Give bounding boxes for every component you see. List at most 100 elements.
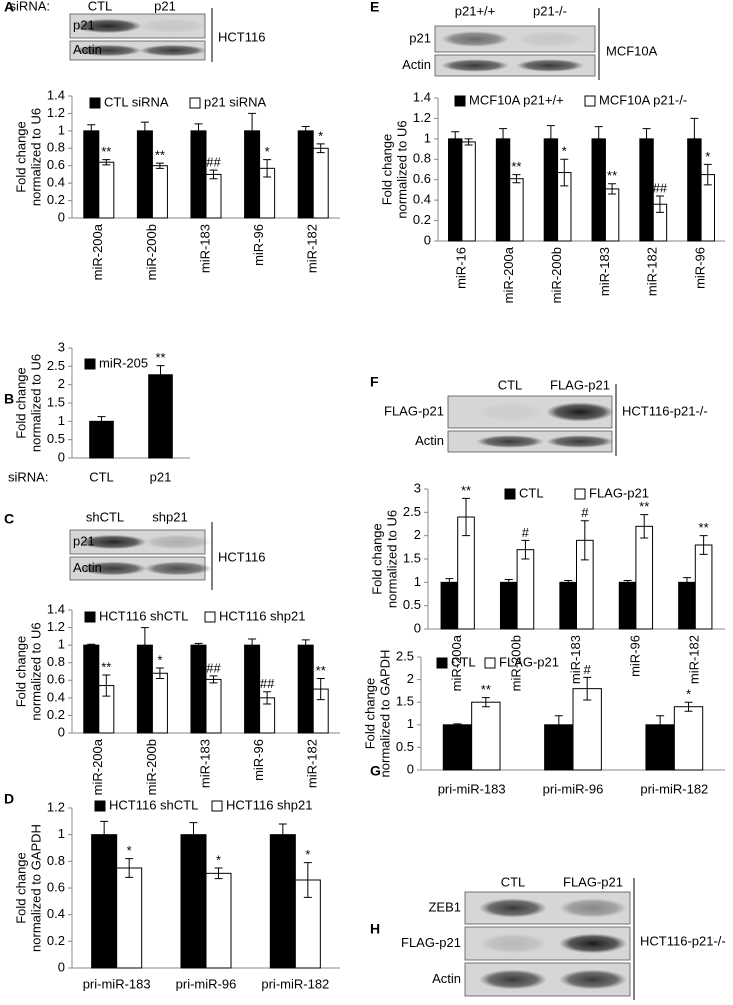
error-bar: [140, 627, 149, 664]
error-bar: [699, 535, 708, 555]
bar: [83, 130, 100, 219]
y-tick-label: 0: [414, 620, 421, 635]
legend-swatch: [574, 488, 586, 500]
x-tick-label: pri-miR-96: [543, 781, 604, 796]
legend-swatch: [484, 657, 496, 669]
error-bar: [125, 858, 134, 878]
significance: **: [155, 148, 165, 163]
y-axis-label: Fold change: [369, 523, 384, 595]
blot-band: [74, 44, 142, 57]
x-tick-label: pri-miR-183: [438, 781, 506, 796]
legend-swatch: [504, 488, 516, 500]
y-tick-label: 0.5: [47, 431, 65, 446]
lane-label: FLAG-p21: [550, 377, 610, 392]
error-bar: [194, 123, 203, 139]
bar: [461, 141, 476, 242]
lane-label: FLAG-p21: [563, 874, 623, 889]
x-tick-label: miR-183: [568, 635, 583, 684]
error-bar: [445, 578, 454, 587]
bar: [499, 581, 518, 630]
x-tick-label: miR-200a: [90, 738, 105, 795]
error-bar: [155, 162, 164, 169]
x-tick-label: miR-96: [693, 247, 708, 289]
lane-label: CTL: [501, 874, 526, 889]
y-tick-label: 0.6: [47, 672, 65, 687]
x-tick-label: miR-200b: [509, 635, 524, 691]
legend-label: MCF10A p21-/-: [599, 92, 687, 107]
bar: [604, 188, 620, 242]
legend-swatch: [454, 95, 466, 107]
y-axis-label: Fold change: [379, 134, 394, 206]
y-tick-label: 0.6: [413, 171, 431, 186]
error-bar: [87, 643, 96, 647]
blot-band: [476, 402, 544, 422]
x-tick-label: pri-miR-96: [176, 976, 237, 991]
significance: **: [101, 659, 111, 674]
blot-band: [479, 969, 547, 990]
error-bar: [583, 676, 592, 701]
cell-line: HCT116-p21-/-: [622, 403, 708, 418]
x-axis-label: siRNA:: [8, 469, 48, 484]
y-axis-label: normalized to U6: [394, 120, 409, 218]
legend-label: HCT116 shp21: [226, 797, 312, 812]
bar: [116, 867, 143, 969]
cell-line: HCT116: [218, 29, 265, 44]
blot-band: [476, 435, 544, 448]
error-bar: [684, 701, 693, 712]
blot-band: [144, 561, 212, 576]
bar: [559, 581, 577, 630]
blot-band: [144, 534, 212, 550]
significance: **: [511, 159, 521, 174]
significance: #: [584, 662, 592, 677]
significance: *: [157, 652, 162, 667]
y-axis-label: Fold change: [13, 367, 28, 439]
x-tick-label: miR-96: [627, 635, 642, 677]
error-bar: [608, 183, 617, 195]
bar: [148, 374, 173, 459]
error-bar: [464, 138, 473, 146]
bar: [635, 525, 654, 630]
error-bar: [248, 112, 257, 149]
lane-label: CTL: [498, 377, 523, 392]
bar: [151, 672, 168, 734]
error-bar: [263, 159, 272, 178]
y-tick-label: 0.8: [47, 853, 65, 868]
legend-swatch: [189, 97, 201, 109]
significance: **: [101, 144, 111, 159]
row-label: Actin: [415, 433, 444, 448]
y-axis-label: Fold change: [13, 636, 28, 708]
blot-band: [479, 898, 547, 918]
y-axis-label: normalized to U6: [28, 108, 43, 206]
y-tick-label: 1: [58, 122, 65, 137]
blot-band: [139, 44, 207, 57]
blot-band: [559, 933, 627, 954]
error-bar: [100, 820, 109, 849]
x-tick-label: miR-200a: [90, 223, 105, 280]
y-tick-label: 0.8: [47, 140, 65, 155]
x-tick-label: miR-96: [251, 739, 266, 781]
lane-label: shCTL: [86, 509, 124, 524]
error-bar: [451, 131, 460, 147]
cell-line: HCT116-p21-/-: [640, 933, 726, 948]
legend-label: CTL siRNA: [104, 94, 169, 109]
x-tick-label: CTL: [89, 469, 114, 484]
bar: [190, 130, 207, 219]
y-axis-label: normalized to U6: [28, 622, 43, 720]
bar: [572, 688, 602, 771]
error-bar: [642, 128, 651, 150]
blot-band: [559, 898, 627, 918]
panel-label: A: [4, 0, 14, 15]
error-bar: [640, 514, 649, 539]
significance: ##: [260, 676, 275, 691]
bar: [98, 161, 115, 219]
row-label: p21: [73, 533, 95, 548]
blot-band: [546, 402, 614, 422]
bar: [543, 138, 559, 242]
y-tick-label: 2.5: [403, 504, 421, 519]
y-axis-label: normalized to U6: [28, 354, 43, 452]
legend-label: CTL: [519, 485, 544, 500]
bar: [471, 701, 501, 771]
bar: [89, 420, 114, 459]
panel-label: F: [370, 374, 379, 390]
